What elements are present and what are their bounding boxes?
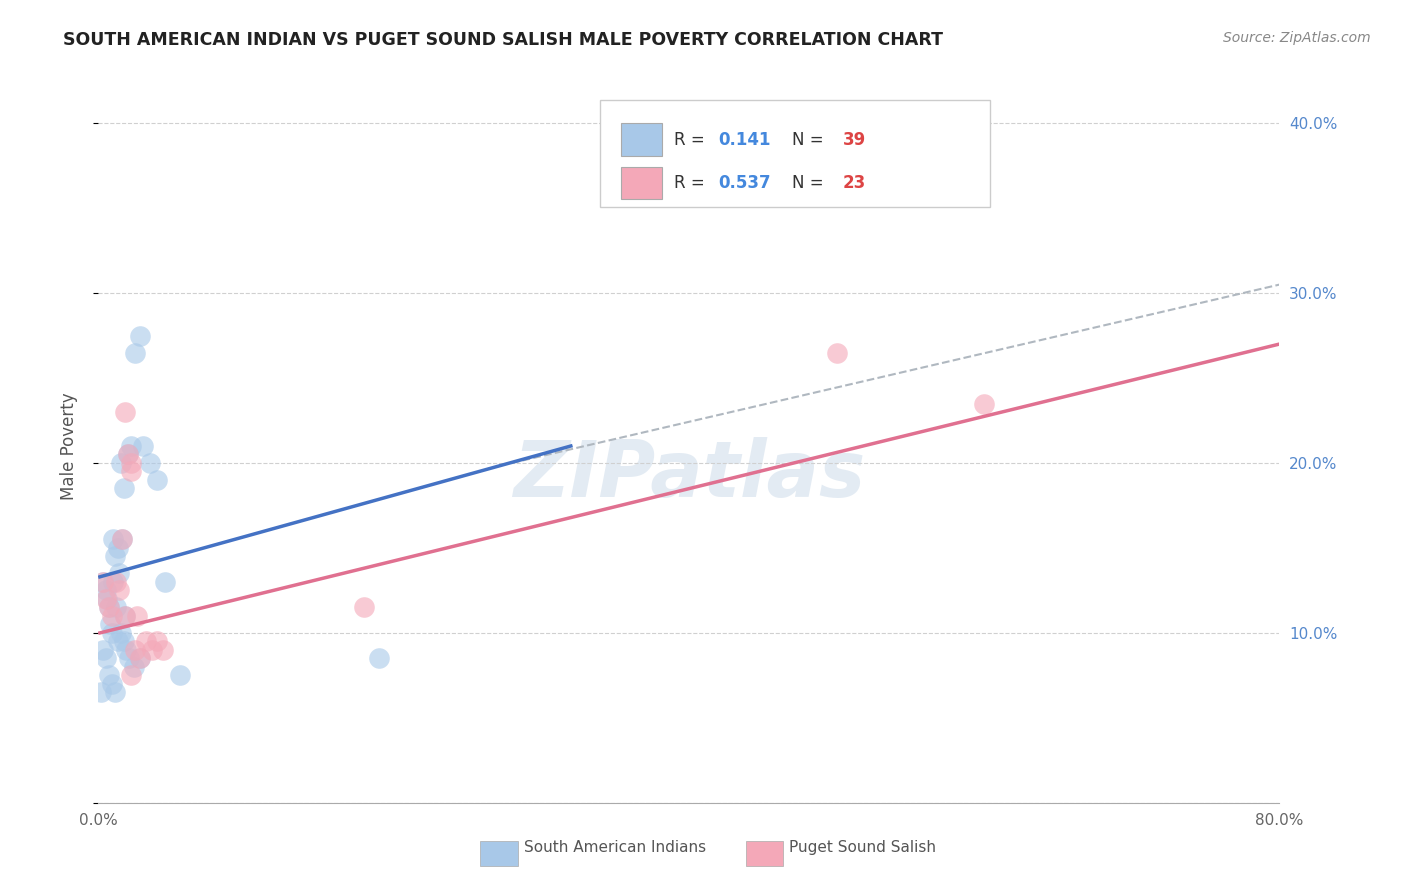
Point xyxy=(120,465,142,479)
Point xyxy=(128,651,150,665)
Point xyxy=(118,651,141,665)
Point xyxy=(110,626,132,640)
Point xyxy=(132,439,155,453)
Point xyxy=(125,608,148,623)
Point xyxy=(98,617,121,632)
Point xyxy=(94,591,117,606)
Text: 0.537: 0.537 xyxy=(718,174,770,192)
Point xyxy=(146,473,169,487)
Point xyxy=(104,685,127,699)
Point xyxy=(100,677,122,691)
Point xyxy=(112,482,135,496)
FancyBboxPatch shape xyxy=(621,167,662,200)
Point xyxy=(135,634,157,648)
Point xyxy=(111,533,134,547)
Point xyxy=(94,583,117,598)
FancyBboxPatch shape xyxy=(621,123,662,156)
Point xyxy=(90,685,112,699)
Text: Puget Sound Salish: Puget Sound Salish xyxy=(789,840,936,855)
FancyBboxPatch shape xyxy=(600,100,990,207)
Point xyxy=(146,634,169,648)
Y-axis label: Male Poverty: Male Poverty xyxy=(59,392,77,500)
Point xyxy=(97,668,120,682)
Point xyxy=(94,651,117,665)
Point xyxy=(105,574,128,589)
Point xyxy=(353,600,375,615)
Point xyxy=(110,456,132,470)
Text: Source: ZipAtlas.com: Source: ZipAtlas.com xyxy=(1223,31,1371,45)
Point xyxy=(141,643,163,657)
Point xyxy=(108,583,131,598)
Point xyxy=(117,448,139,462)
Text: 0.141: 0.141 xyxy=(718,130,770,148)
Point xyxy=(107,541,129,555)
Point xyxy=(152,643,174,657)
Point xyxy=(103,574,125,589)
Text: 39: 39 xyxy=(842,130,866,148)
Point xyxy=(973,396,995,410)
Point xyxy=(128,651,150,665)
Point xyxy=(117,448,139,462)
FancyBboxPatch shape xyxy=(745,841,783,865)
Point xyxy=(107,634,129,648)
Point xyxy=(97,600,120,615)
Point xyxy=(96,591,118,606)
FancyBboxPatch shape xyxy=(479,841,517,865)
Point xyxy=(108,566,131,581)
Point xyxy=(115,643,138,657)
Point xyxy=(120,439,142,453)
Text: N =: N = xyxy=(792,130,828,148)
Point xyxy=(114,405,136,419)
Point xyxy=(91,643,114,657)
Point xyxy=(91,574,114,589)
Point xyxy=(114,608,136,623)
Text: ZIPatlas: ZIPatlas xyxy=(513,436,865,513)
Point xyxy=(114,608,136,623)
Point xyxy=(103,533,125,547)
Point xyxy=(122,660,145,674)
Point xyxy=(100,608,122,623)
Text: N =: N = xyxy=(792,174,828,192)
Point xyxy=(124,345,146,359)
Point xyxy=(120,456,142,470)
Text: South American Indians: South American Indians xyxy=(523,840,706,855)
Text: SOUTH AMERICAN INDIAN VS PUGET SOUND SALISH MALE POVERTY CORRELATION CHART: SOUTH AMERICAN INDIAN VS PUGET SOUND SAL… xyxy=(63,31,943,49)
Text: R =: R = xyxy=(675,130,710,148)
Point xyxy=(100,626,122,640)
Point xyxy=(169,668,191,682)
Point xyxy=(825,345,848,359)
Point xyxy=(124,643,146,657)
Point xyxy=(128,328,150,343)
Point xyxy=(104,549,127,564)
Point xyxy=(112,634,135,648)
Point xyxy=(153,574,176,589)
Point xyxy=(97,600,120,615)
Point xyxy=(105,600,128,615)
Text: 23: 23 xyxy=(842,174,866,192)
Point xyxy=(120,668,142,682)
Point xyxy=(111,533,134,547)
Point xyxy=(91,574,114,589)
Text: R =: R = xyxy=(675,174,710,192)
Point xyxy=(139,456,162,470)
Point xyxy=(368,651,391,665)
